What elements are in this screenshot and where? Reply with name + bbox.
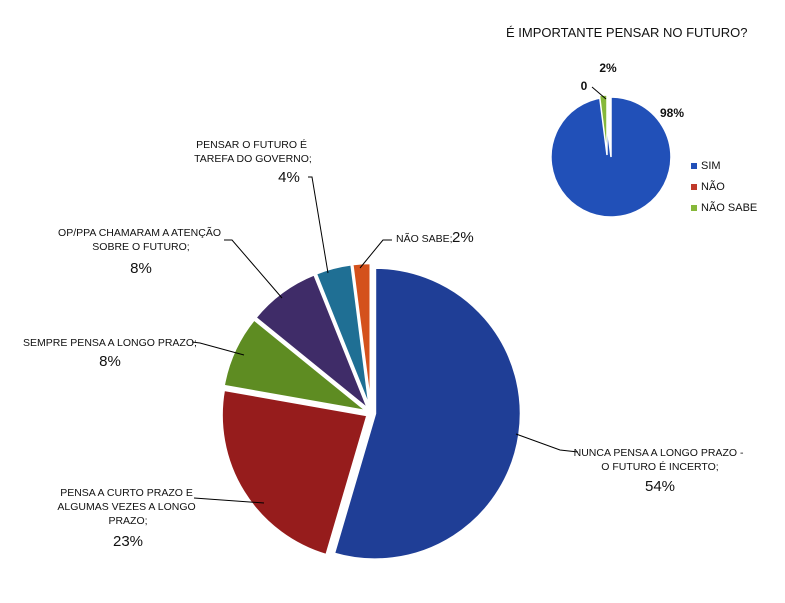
legend-swatch-sim (691, 163, 697, 169)
pct-nunca: 54% (645, 478, 675, 495)
label-naosabe: NÃO SABE; (396, 232, 453, 245)
small-pie (550, 94, 672, 218)
small-slice-sim (550, 96, 672, 218)
leader-line-curto (193, 497, 265, 504)
legend-label-nao: NÃO (701, 180, 725, 193)
main-slice-nunca (332, 266, 523, 561)
small-pie-legend: SIM NÃO NÃO SABE (691, 160, 757, 214)
legend-label-naosabe: NÃO SABE (701, 201, 757, 214)
main-pie-labels: NUNCA PENSA A LONGO PRAZO - O FUTURO É I… (23, 138, 747, 550)
pct-curto: 23% (113, 533, 143, 550)
label-sempre: SEMPRE PENSA A LONGO PRAZO; (23, 337, 197, 349)
pct-naosabe: 2% (452, 229, 474, 246)
label-nunca: NUNCA PENSA A LONGO PRAZO - O FUTURO É I… (574, 447, 747, 473)
legend-label-sim: SIM (701, 160, 721, 172)
legend-swatch-naosabe (691, 205, 697, 211)
leader-line-governo (308, 176, 329, 274)
main-pie-leaders (191, 176, 579, 504)
small-pct-naosabe: 2% (599, 61, 617, 75)
label-op: OP/PPA CHAMARAM A ATENÇÃO SOBRE O FUTURO… (58, 226, 224, 253)
small-pct-nao: 0 (581, 79, 588, 93)
main-slice-naosabe (350, 261, 373, 410)
pct-op: 8% (130, 260, 152, 277)
main-slice-curto (220, 388, 370, 557)
small-leader-nao (591, 86, 607, 100)
leader-line-naosabe (359, 239, 392, 269)
small-chart-title: É IMPORTANTE PENSAR NO FUTURO? (506, 25, 748, 40)
label-governo: PENSAR O FUTURO É TAREFA DO GOVERNO; (194, 138, 312, 165)
pct-governo: 4% (278, 169, 300, 186)
pct-sempre: 8% (99, 353, 121, 370)
main-slice-op (253, 272, 372, 414)
label-curto: PENSA A CURTO PRAZO E ALGUMAS VEZES A LO… (57, 487, 198, 527)
main-slice-sempre (222, 317, 372, 414)
leader-line-op (224, 239, 283, 299)
legend-swatch-nao (691, 184, 697, 190)
leader-line-nunca (515, 433, 579, 453)
main-pie (220, 261, 523, 561)
leader-line-sempre (191, 341, 245, 356)
small-pct-sim: 98% (660, 106, 684, 120)
small-slice-naosabe (598, 94, 608, 156)
